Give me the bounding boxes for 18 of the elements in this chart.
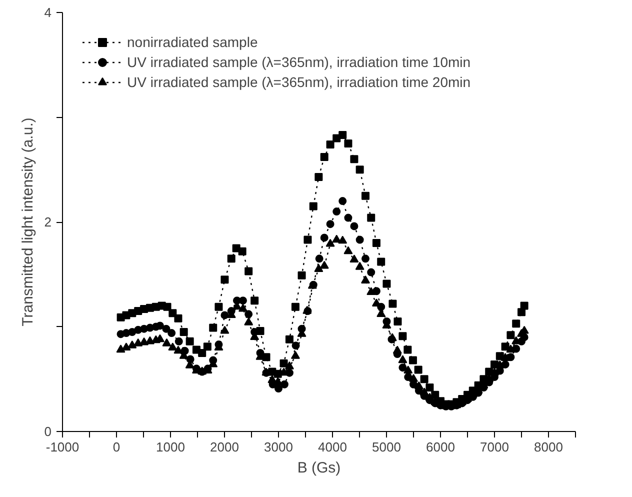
x-tick-label: 6000 — [426, 440, 455, 454]
y-tick-label: 4 — [44, 5, 52, 20]
x-axis-title: B (Gs) — [297, 460, 341, 476]
y-tick-label: 2 — [44, 214, 52, 230]
x-tick-label: 7000 — [480, 440, 509, 454]
legend-label: UV irradiated sample (λ=365nm), irradiation time 10min — [127, 54, 471, 70]
legend-label: UV irradiated sample (λ=365nm), irradiation time 20min — [127, 74, 471, 90]
x-tick-label: 2000 — [210, 440, 239, 454]
x-tick-label: 8000 — [534, 440, 563, 454]
x-tick-label: 1000 — [156, 440, 185, 454]
x-tick-label: 3000 — [264, 440, 293, 454]
legend-label: nonirradiated sample — [127, 34, 258, 50]
y-axis-title: Transmitted light intensity (a.u.) — [19, 118, 36, 326]
x-tick-label: 0 — [112, 440, 120, 454]
x-tick-label: -1000 — [46, 440, 80, 454]
x-tick-label: 4000 — [318, 440, 347, 454]
y-tick-label: 0 — [44, 424, 52, 439]
x-tick-label: 5000 — [372, 440, 401, 454]
